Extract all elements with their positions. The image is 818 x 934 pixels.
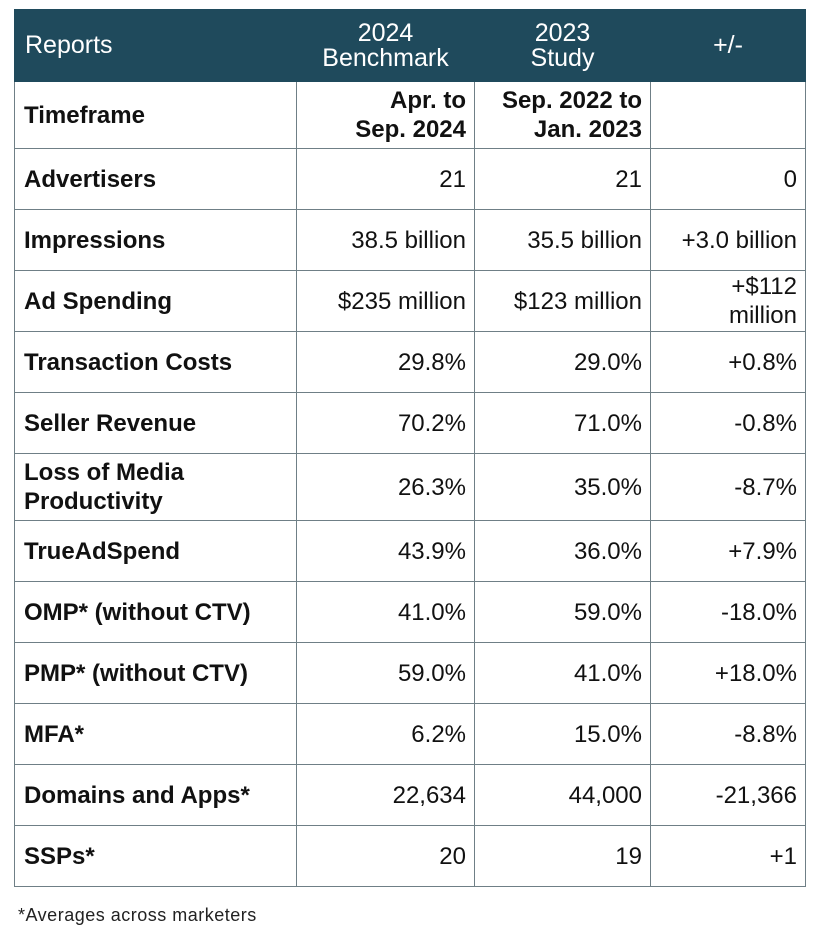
table-row-timeframe: Timeframe Apr. to Sep. 2024 Sep. 2022 to… — [14, 81, 806, 149]
cell-difference: +1 — [650, 825, 806, 887]
table-row-trueadspend: TrueAdSpend 43.9% 36.0% +7.9% — [14, 520, 806, 582]
cell-difference: -8.8% — [650, 703, 806, 765]
cell-study: 41.0% — [474, 642, 651, 704]
cell-difference: +18.0% — [650, 642, 806, 704]
header-2024-year: 2024 — [357, 18, 414, 47]
cell-difference: -21,366 — [650, 764, 806, 826]
row-label: Ad Spending — [14, 270, 297, 332]
table-row-impressions: Impressions 38.5 billion 35.5 billion +3… — [14, 209, 806, 271]
header-difference: +/- — [650, 9, 806, 82]
cell-benchmark: 29.8% — [296, 331, 475, 393]
row-label: TrueAdSpend — [14, 520, 297, 582]
cell-difference: -0.8% — [650, 392, 806, 454]
table-row-mfa: MFA* 6.2% 15.0% -8.8% — [14, 703, 806, 765]
cell-study: 59.0% — [474, 581, 651, 643]
benchmark-comparison-table: Reports 2024 Benchmark 2023 Study +/- Ti… — [14, 9, 806, 887]
table-row-ssps: SSPs* 20 19 +1 — [14, 825, 806, 887]
cell-study: 35.0% — [474, 453, 651, 521]
cell-benchmark: 26.3% — [296, 453, 475, 521]
cell-study: 19 — [474, 825, 651, 887]
cell-study: Sep. 2022 to Jan. 2023 — [474, 81, 651, 149]
cell-benchmark: 43.9% — [296, 520, 475, 582]
header-2023-study: 2023 Study — [474, 9, 651, 82]
header-reports: Reports — [14, 9, 297, 82]
row-label: MFA* — [14, 703, 297, 765]
cell-study: 71.0% — [474, 392, 651, 454]
table-row-transaction-costs: Transaction Costs 29.8% 29.0% +0.8% — [14, 331, 806, 393]
header-2023-label: Study — [530, 43, 595, 72]
timeframe-benchmark-line1: Apr. to — [390, 87, 466, 114]
timeframe-study-line2: Jan. 2023 — [533, 116, 642, 143]
footnote: *Averages across marketers — [18, 905, 257, 925]
cell-difference: +7.9% — [650, 520, 806, 582]
header-2024-benchmark: 2024 Benchmark — [296, 9, 475, 82]
cell-difference: +$112 million — [650, 270, 806, 332]
cell-benchmark: 59.0% — [296, 642, 475, 704]
row-label: SSPs* — [14, 825, 297, 887]
row-label: PMP* (without CTV) — [14, 642, 297, 704]
row-label: Seller Revenue — [14, 392, 297, 454]
cell-difference: -8.7% — [650, 453, 806, 521]
cell-benchmark: 38.5 billion — [296, 209, 475, 271]
cell-benchmark: 20 — [296, 825, 475, 887]
header-2023-year: 2023 — [534, 18, 591, 47]
cell-study: 44,000 — [474, 764, 651, 826]
timeframe-benchmark-line2: Sep. 2024 — [355, 116, 466, 143]
cell-difference: +3.0 billion — [650, 209, 806, 271]
cell-benchmark: Apr. to Sep. 2024 — [296, 81, 475, 149]
cell-study: 36.0% — [474, 520, 651, 582]
table-header-row: Reports 2024 Benchmark 2023 Study +/- — [14, 9, 806, 82]
cell-benchmark: 6.2% — [296, 703, 475, 765]
row-label: Advertisers — [14, 148, 297, 210]
cell-study: $123 million — [474, 270, 651, 332]
table-row-seller-revenue: Seller Revenue 70.2% 71.0% -0.8% — [14, 392, 806, 454]
row-label: Loss of Media Productivity — [14, 453, 297, 521]
header-2024-label: Benchmark — [322, 43, 449, 72]
table-row-domains-and-apps: Domains and Apps* 22,634 44,000 -21,366 — [14, 764, 806, 826]
table-row-advertisers: Advertisers 21 21 0 — [14, 148, 806, 210]
cell-benchmark: 22,634 — [296, 764, 475, 826]
table-row-omp: OMP* (without CTV) 41.0% 59.0% -18.0% — [14, 581, 806, 643]
row-label: Transaction Costs — [14, 331, 297, 393]
comparison-table-container: Reports 2024 Benchmark 2023 Study +/- Ti… — [14, 9, 806, 887]
cell-difference: -18.0% — [650, 581, 806, 643]
row-label: OMP* (without CTV) — [14, 581, 297, 643]
row-label: Impressions — [14, 209, 297, 271]
cell-study: 29.0% — [474, 331, 651, 393]
cell-benchmark: 21 — [296, 148, 475, 210]
cell-difference: +0.8% — [650, 331, 806, 393]
cell-benchmark: $235 million — [296, 270, 475, 332]
table-row-ad-spending: Ad Spending $235 million $123 million +$… — [14, 270, 806, 332]
table-row-pmp: PMP* (without CTV) 59.0% 41.0% +18.0% — [14, 642, 806, 704]
cell-difference — [650, 81, 806, 149]
timeframe-study-line1: Sep. 2022 to — [501, 87, 642, 114]
row-label: Timeframe — [14, 81, 297, 149]
cell-study: 35.5 billion — [474, 209, 651, 271]
cell-difference: 0 — [650, 148, 806, 210]
cell-study: 21 — [474, 148, 651, 210]
row-label: Domains and Apps* — [14, 764, 297, 826]
table-row-loss-of-media-productivity: Loss of Media Productivity 26.3% 35.0% -… — [14, 453, 806, 521]
cell-benchmark: 41.0% — [296, 581, 475, 643]
cell-benchmark: 70.2% — [296, 392, 475, 454]
cell-study: 15.0% — [474, 703, 651, 765]
